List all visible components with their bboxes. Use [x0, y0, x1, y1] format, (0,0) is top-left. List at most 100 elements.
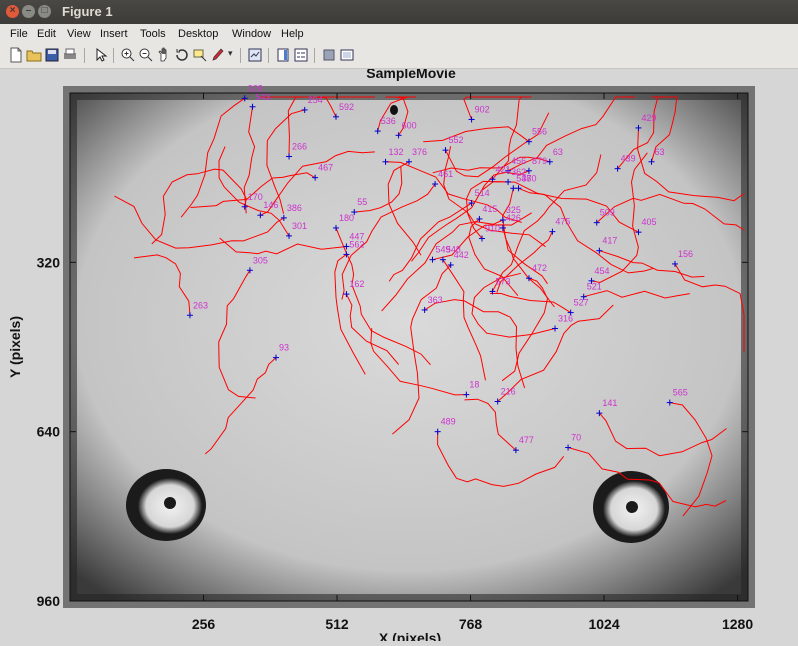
menu-bar: File Edit View Insert Tools Desktop Wind…	[0, 24, 798, 44]
detection-label: 426	[506, 213, 521, 223]
detection-label: 316	[558, 313, 573, 323]
detection-label: 910	[485, 224, 500, 234]
new-figure-icon[interactable]	[8, 47, 24, 63]
y-tick-label: 320	[37, 254, 61, 270]
detection-label: 902	[475, 104, 490, 114]
detection-label: 472	[532, 263, 547, 273]
detection-label: 263	[193, 300, 208, 310]
chart-title: SampleMovie	[366, 69, 456, 81]
detection-label: 454	[595, 266, 610, 276]
detection-label: 527	[574, 298, 589, 308]
detection-label: 63	[655, 147, 665, 157]
detection-label: 156	[678, 249, 693, 259]
detection-label: 456	[511, 156, 526, 166]
detection-label: 879	[532, 156, 547, 166]
save-icon[interactable]	[44, 47, 60, 63]
maximize-icon: □	[38, 4, 51, 18]
detection-label: 421	[495, 164, 510, 174]
rotate-3d-icon[interactable]	[174, 47, 190, 63]
window-titlebar: × – □ Figure 1	[0, 0, 798, 24]
zoom-out-icon[interactable]	[138, 47, 154, 63]
detection-label: 386	[287, 203, 302, 213]
detection-label: 305	[253, 255, 268, 265]
detection-label: 301	[292, 221, 307, 231]
detection-label: 573	[495, 276, 510, 286]
detection-label: 170	[248, 192, 263, 202]
specimen-blob	[390, 105, 398, 115]
detection-label: 536	[381, 116, 396, 126]
brush-icon[interactable]	[210, 47, 226, 63]
print-icon[interactable]	[62, 47, 78, 63]
detection-label: 180	[339, 213, 354, 223]
detection-label: 254	[308, 95, 323, 105]
detection-label: 415	[482, 204, 497, 214]
y-tick-label: 640	[37, 424, 61, 440]
maximize-window-button[interactable]: □	[38, 5, 51, 18]
detection-label: 475	[555, 217, 570, 227]
detection-label: 600	[402, 120, 417, 130]
y-tick-label: 960	[37, 593, 61, 609]
detection-label: 363	[428, 295, 443, 305]
menu-edit[interactable]: Edit	[37, 28, 56, 40]
zoom-in-icon[interactable]	[120, 47, 136, 63]
pointer-icon[interactable]	[92, 47, 108, 63]
window-title: Figure 1	[62, 4, 113, 19]
x-tick-label: 256	[192, 616, 216, 632]
detection-label: 132	[389, 147, 404, 157]
close-window-button[interactable]: ×	[6, 5, 19, 18]
link-plot-icon[interactable]	[247, 47, 263, 63]
detection-label: 521	[587, 282, 602, 292]
menu-insert[interactable]: Insert	[100, 28, 128, 40]
brush-dropdown-icon[interactable]: ▾	[228, 48, 233, 59]
menu-file[interactable]: File	[10, 28, 28, 40]
detection-label: 442	[454, 250, 469, 260]
colorbar-icon[interactable]	[275, 47, 291, 63]
detection-label: 467	[318, 163, 333, 173]
detection-label: 417	[602, 236, 617, 246]
toolbar-separator	[268, 48, 269, 63]
detection-label: 63	[553, 147, 563, 157]
menu-view[interactable]: View	[67, 28, 91, 40]
data-cursor-icon[interactable]	[192, 47, 208, 63]
detection-label: 216	[501, 387, 516, 397]
detection-label: 370	[522, 173, 537, 183]
detection-label: 405	[641, 217, 656, 227]
menu-tools[interactable]: Tools	[140, 28, 166, 40]
legend-icon[interactable]	[293, 47, 309, 63]
detection-label: 565	[673, 388, 688, 398]
x-tick-label: 512	[325, 616, 349, 632]
detection-label: 592	[339, 102, 354, 112]
detection-label: 429	[641, 113, 656, 123]
detection-label: 552	[449, 135, 464, 145]
hide-plot-tools-icon[interactable]	[321, 47, 337, 63]
detection-label: 141	[602, 398, 617, 408]
detection-label: 162	[349, 279, 364, 289]
detection-label: 55	[357, 197, 367, 207]
menu-help[interactable]: Help	[281, 28, 304, 40]
open-file-icon[interactable]	[26, 47, 42, 63]
detection-label: 556	[532, 127, 547, 137]
menu-desktop[interactable]: Desktop	[178, 28, 218, 40]
detection-label: 477	[519, 435, 534, 445]
y-axis-label: Y (pixels)	[7, 316, 23, 378]
detection-label: 146	[263, 200, 278, 210]
x-tick-label: 1280	[722, 616, 753, 632]
menu-window[interactable]: Window	[232, 28, 271, 40]
dish-left	[126, 469, 206, 541]
close-icon: ×	[6, 4, 19, 18]
toolbar-separator	[113, 48, 114, 63]
detection-label: 461	[438, 169, 453, 179]
show-plot-tools-icon[interactable]	[339, 47, 355, 63]
x-axis-label: X (pixels)	[379, 630, 441, 641]
figure-canvas: SampleMovie 328 543 254 592 902 429 536 600 556 5…	[0, 69, 798, 641]
toolbar-separator	[314, 48, 315, 63]
minimize-window-button[interactable]: –	[22, 5, 35, 18]
detection-label: 439	[621, 154, 636, 164]
toolbar-separator	[240, 48, 241, 63]
toolbar-separator	[84, 48, 85, 63]
detection-label: 70	[571, 433, 581, 443]
detection-label: 376	[412, 147, 427, 157]
toolbar: ▾	[0, 44, 798, 69]
pan-icon[interactable]	[156, 47, 172, 63]
